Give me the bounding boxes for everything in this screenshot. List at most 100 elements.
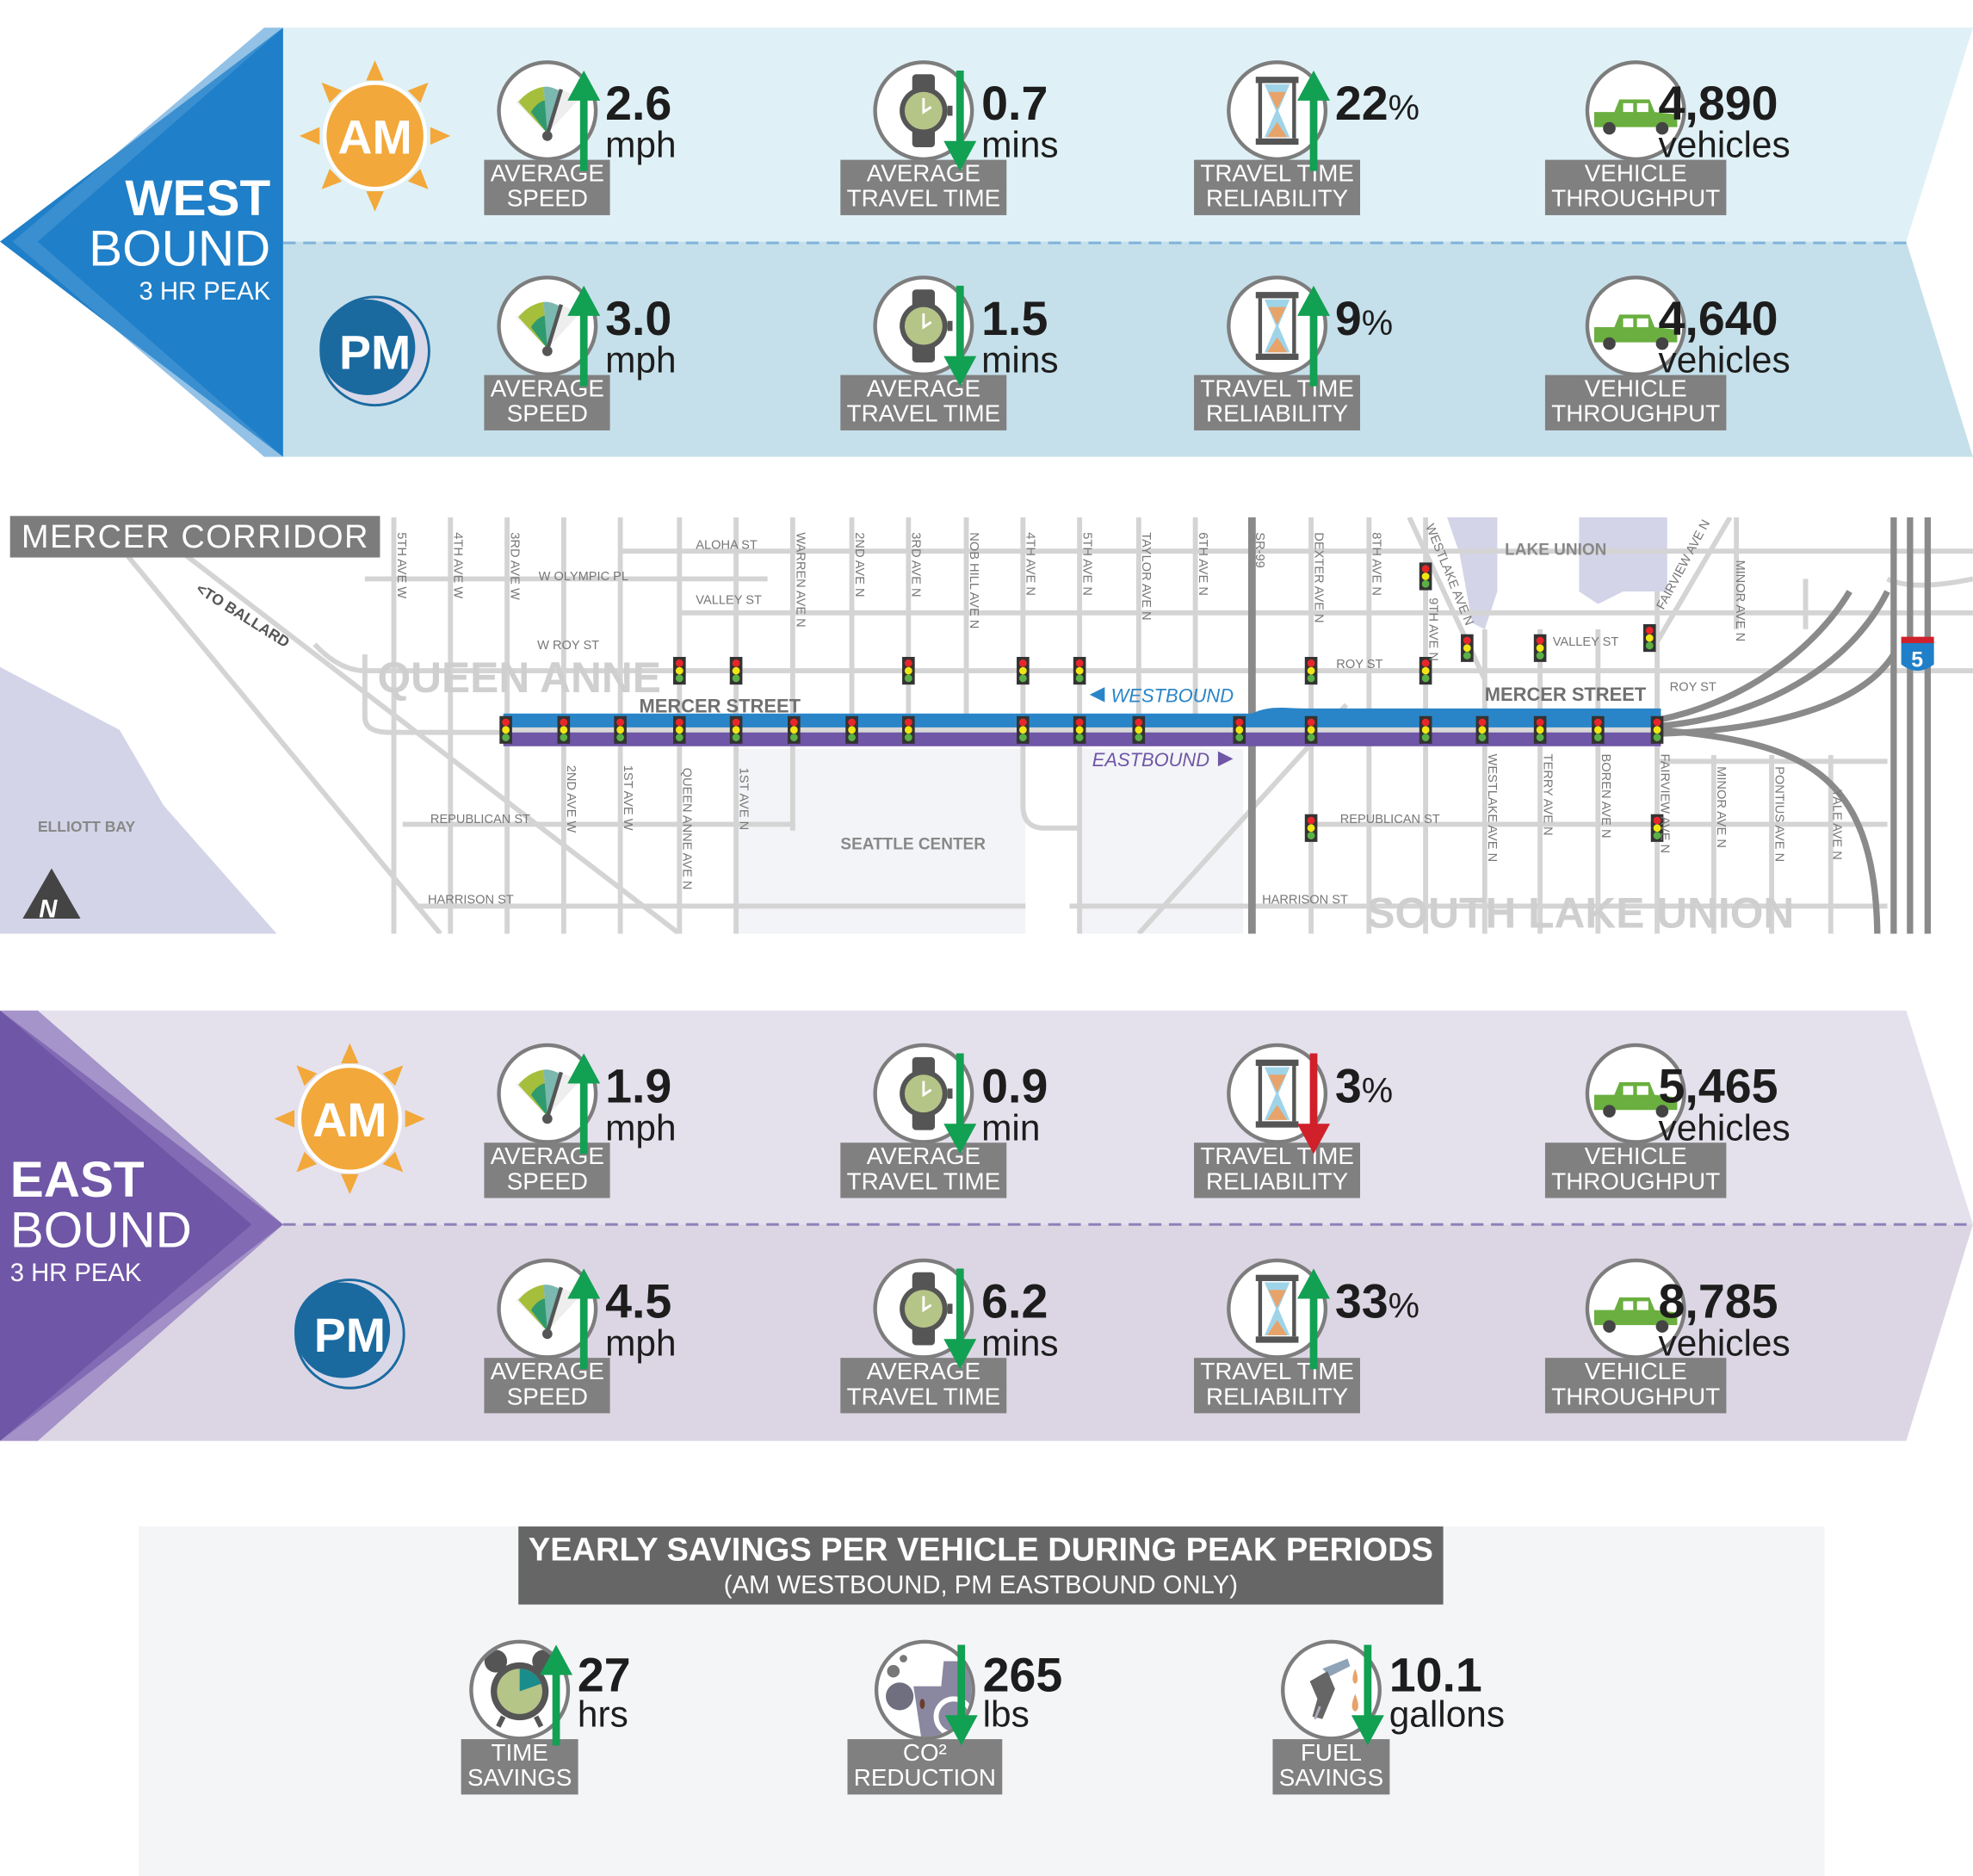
westbound-arrow-icon <box>1089 687 1105 703</box>
value-number: 22 <box>1334 77 1389 132</box>
street-label-terry: TERRY AVE N <box>1541 754 1555 836</box>
to-ballard-label: <TO BALLARD <box>193 579 293 651</box>
stat-unit: mins <box>981 126 1059 166</box>
traffic-light-icon <box>1419 715 1432 744</box>
value-suffix: % <box>1388 1285 1420 1326</box>
traffic-light-icon <box>1419 657 1432 685</box>
traffic-light-icon <box>1304 657 1318 685</box>
label-line: TRAVEL TIME <box>846 1168 1001 1196</box>
savings-label: CO² REDUCTION <box>847 1739 1003 1795</box>
traffic-light-icon <box>1650 814 1664 842</box>
value-number: 2.6 <box>605 77 672 132</box>
street-label-roy2: ROY ST <box>1670 680 1716 694</box>
arrow-down-icon <box>943 1268 977 1370</box>
stat-unit: vehicles <box>1658 126 1791 166</box>
savings-label: FUEL SAVINGS <box>1272 1739 1390 1795</box>
lake-union-water <box>1446 517 1498 629</box>
traffic-light-icon <box>1304 715 1318 744</box>
traffic-light-icon <box>499 715 512 744</box>
label-line: TRAVEL TIME <box>1200 376 1354 403</box>
moon-pm-icon: PM <box>294 1279 405 1390</box>
label-line: SPEED <box>506 186 588 214</box>
moon-pm-icon: PM <box>319 295 430 407</box>
arrow-down-icon <box>1351 1644 1384 1746</box>
label-line: VEHICLE <box>1584 376 1687 403</box>
savings-value: 265 <box>982 1650 1063 1703</box>
stat-label: AVERAGE TRAVEL TIME <box>840 1142 1007 1198</box>
south-lake-union-label: SOUTH LAKE UNION <box>1366 888 1794 933</box>
stat-value: 1.5 <box>981 295 1048 344</box>
eastbound-label: EASTBOUND <box>1092 749 1210 771</box>
traffic-light-icon <box>1017 657 1030 685</box>
stat-vehicle-throughput: VEHICLE THROUGHPUT 8,785 vehicles <box>1544 1258 1964 1472</box>
traffic-light-icon <box>1233 715 1246 744</box>
traffic-light-icon <box>1304 814 1318 842</box>
stat-value: 5,465 <box>1659 1063 1778 1111</box>
north-arrow-icon <box>22 868 81 919</box>
traffic-light-icon <box>902 657 915 685</box>
value-number: 8,785 <box>1658 1276 1778 1329</box>
value-suffix: % <box>1361 1070 1394 1111</box>
stat-average-speed: AVERAGE SPEED 4.5 mph <box>484 1258 875 1472</box>
traffic-light-icon <box>1017 715 1030 744</box>
stat-label: VEHICLE THROUGHPUT <box>1544 159 1727 215</box>
stat-value: 0.9 <box>981 1063 1048 1111</box>
seattle-center-label: SEATTLE CENTER <box>840 836 986 854</box>
label-line: THROUGHPUT <box>1551 401 1721 428</box>
lake-union-label: LAKE UNION <box>1505 542 1606 560</box>
stat-average-travel-time: AVERAGE TRAVEL TIME 6.2 mins <box>840 1258 1251 1472</box>
arrow-up-icon <box>567 1053 601 1155</box>
savings-reduction-1: CO² REDUCTION 265 lbs <box>847 1639 1252 1854</box>
period-label: PM <box>314 1309 386 1362</box>
savings-unit: lbs <box>982 1694 1030 1736</box>
traffic-light-icon <box>1592 715 1605 744</box>
car-icon <box>1585 1043 1686 1144</box>
stat-label: AVERAGE TRAVEL TIME <box>840 159 1007 215</box>
stat-value: 9% <box>1335 295 1393 344</box>
stat-value: 3.0 <box>605 295 671 344</box>
traffic-light-icon <box>557 715 571 744</box>
stat-value: 4,890 <box>1659 81 1778 129</box>
mercer-corridor-map: QUEEN ANNE SOUTH LAKE UNION SEATTLE CENT… <box>0 517 1973 934</box>
interstate-5-shield-icon <box>1901 641 1934 672</box>
stat-label: VEHICLE THROUGHPUT <box>1544 1358 1727 1414</box>
car-icon <box>1585 276 1686 377</box>
label-line: SPEED <box>506 401 588 428</box>
label-line: RELIABILITY <box>1206 1384 1349 1411</box>
street-label-roy: ROY ST <box>1336 658 1382 672</box>
street-label-ave2n: 2ND AVE N <box>852 532 866 597</box>
street-label-ave4w: 4TH AVE W <box>451 532 465 598</box>
value-number: 0.9 <box>981 1061 1048 1114</box>
map-title: MERCER CORRIDOR <box>9 516 381 558</box>
label-line: VEHICLE <box>1584 1359 1687 1386</box>
label-line: AVERAGE <box>866 1143 981 1171</box>
traffic-light-icon <box>845 715 858 744</box>
stat-unit: mph <box>605 341 677 381</box>
label-line: CO² <box>902 1740 947 1768</box>
street-label-w_olympic: W OLYMPIC PL <box>539 570 628 584</box>
i5-freeway <box>1657 517 1931 934</box>
stat-label: AVERAGE SPEED <box>484 1358 611 1414</box>
label-line: REDUCTION <box>853 1765 996 1792</box>
savings-title: YEARLY SAVINGS PER VEHICLE DURING PEAK P… <box>528 1530 1433 1569</box>
stat-value: 4,640 <box>1659 295 1778 344</box>
label-line: THROUGHPUT <box>1551 1168 1721 1196</box>
stat-unit: mins <box>981 341 1059 381</box>
traffic-light-icon <box>1533 715 1547 744</box>
stat-value: 6.2 <box>981 1279 1048 1327</box>
street-label-ave6n: 6TH AVE N <box>1196 532 1209 596</box>
savings-unit: hrs <box>577 1694 628 1736</box>
traffic-light-icon <box>729 715 743 744</box>
street-label-ave8n: 8TH AVE N <box>1370 532 1383 596</box>
street-label-ave1n: 1ST AVE N <box>736 768 750 831</box>
mercer-street-label: MERCER STREET <box>1485 684 1647 705</box>
value-number: 5,465 <box>1658 1061 1778 1114</box>
stat-unit: mph <box>605 1323 677 1365</box>
sun-am-icon: AM <box>274 1043 426 1195</box>
north-label: N <box>39 896 58 924</box>
title-line2: BOUND <box>9 1203 192 1259</box>
arrow-up-icon <box>540 1644 573 1746</box>
value-suffix: % <box>1361 303 1394 343</box>
street-label-queenanne: QUEEN ANNE AVE N <box>680 768 694 890</box>
